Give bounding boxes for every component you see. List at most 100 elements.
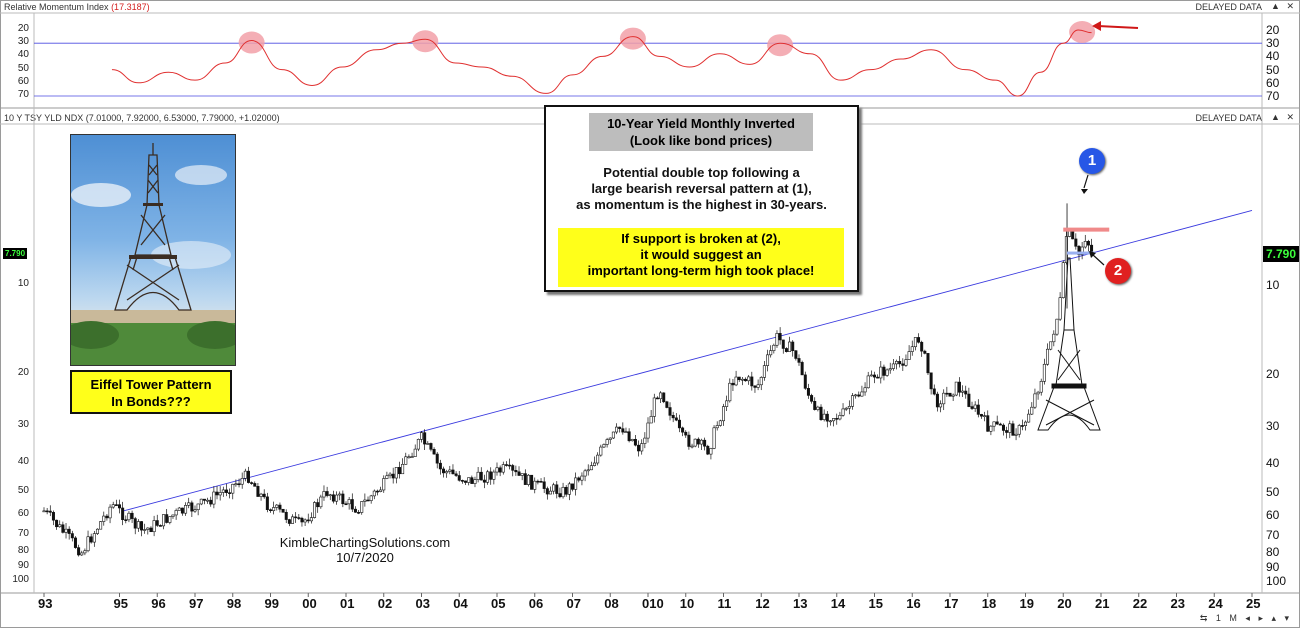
- price-candle: [1042, 358, 1046, 385]
- price-candle: [942, 389, 946, 411]
- watermark: KimbleChartingSolutions.com 10/7/2020: [270, 535, 460, 565]
- price-candle: [530, 474, 534, 490]
- price-candle: [221, 486, 225, 497]
- price-candle: [976, 399, 980, 418]
- axis-tick: 50: [17, 62, 29, 74]
- timeframe-selector[interactable]: 1 M: [1215, 613, 1240, 623]
- price-candle: [486, 469, 490, 485]
- price-candle: [489, 467, 493, 485]
- bottom-controls[interactable]: ⇆ 1 M ◂ ▸ ▴ ▾: [1200, 613, 1292, 624]
- price-candle: [964, 385, 968, 399]
- price-candle: [48, 505, 52, 517]
- price-candle: [498, 465, 502, 477]
- price-candle: [275, 504, 279, 511]
- last-price-badge-left: 7.790: [3, 248, 28, 259]
- price-candle: [45, 507, 49, 515]
- rsi-layer: [34, 21, 1262, 97]
- price-candle: [224, 483, 228, 497]
- price-candle: [813, 397, 817, 411]
- x-axis-tick: 93: [38, 596, 53, 611]
- price-candle: [866, 371, 870, 389]
- axis-tick: 80: [1266, 545, 1280, 560]
- price-candle: [759, 376, 763, 391]
- price-panel-controls[interactable]: ▲ ✕: [1271, 112, 1296, 122]
- price-candle: [234, 479, 238, 487]
- price-candle: [989, 425, 993, 436]
- price-candle: [627, 428, 631, 443]
- x-axis-tick: 17: [944, 596, 959, 611]
- price-candle: [259, 492, 263, 501]
- price-candle: [526, 474, 530, 487]
- price-candle: [265, 492, 269, 513]
- rsi-panel-controls[interactable]: ▲ ✕: [1271, 1, 1296, 11]
- price-candle: [948, 392, 952, 397]
- price-candle: [511, 463, 515, 477]
- price-candle: [51, 510, 55, 526]
- price-candle: [583, 468, 587, 482]
- price-delayed-label: DELAYED DATA: [1195, 113, 1262, 123]
- price-candle: [646, 417, 650, 443]
- price-candle: [246, 466, 250, 484]
- price-candle: [338, 491, 342, 501]
- price-candle: [850, 392, 854, 410]
- price-candle: [184, 502, 188, 516]
- axis-tick: 70: [1266, 528, 1280, 543]
- axis-tick: 90: [17, 560, 29, 572]
- price-candles: [42, 228, 1094, 557]
- rsi-value: (17.3187): [111, 2, 150, 12]
- axis-tick: 100: [1266, 574, 1287, 588]
- axis-tick: 20: [17, 367, 29, 379]
- nav-arrows-icon[interactable]: ◂ ▸ ▴ ▾: [1245, 613, 1292, 623]
- price-candle: [957, 377, 961, 397]
- price-candle: [253, 481, 257, 487]
- price-candle: [432, 447, 436, 455]
- price-candle: [577, 476, 581, 483]
- price-candle: [926, 353, 930, 375]
- price-candle: [920, 340, 924, 357]
- price-candle: [479, 467, 483, 481]
- price-candle: [451, 464, 455, 475]
- price-candle: [696, 437, 700, 448]
- price-candle: [391, 467, 395, 484]
- price-candle: [70, 530, 74, 542]
- rsi-highlight: [619, 27, 646, 50]
- price-candle: [992, 421, 996, 432]
- x-axis-tick: 06: [528, 596, 544, 611]
- price-candle: [325, 486, 329, 498]
- price-candle: [118, 499, 122, 514]
- price-candle: [939, 400, 943, 413]
- price-candle: [180, 507, 184, 516]
- x-axis-tick: 08: [604, 596, 619, 611]
- price-candle: [177, 506, 181, 511]
- price-candle: [810, 393, 814, 404]
- price-candle: [407, 454, 411, 459]
- price-candle: [970, 401, 974, 410]
- price-candle: [615, 423, 619, 435]
- price-candle: [857, 391, 861, 398]
- price-candle: [467, 477, 471, 486]
- price-candle: [753, 385, 757, 393]
- price-candle: [624, 427, 628, 434]
- price-candle: [416, 438, 420, 452]
- price-candle: [662, 392, 666, 404]
- price-candle: [111, 501, 115, 509]
- x-axis-tick: 03: [415, 596, 430, 611]
- price-candle: [923, 349, 927, 355]
- price-candle: [602, 443, 606, 449]
- sync-icon[interactable]: ⇆: [1199, 613, 1211, 623]
- price-candle: [633, 435, 637, 447]
- price-candle: [973, 401, 977, 412]
- price-candle: [206, 497, 210, 504]
- price-candle: [744, 377, 748, 382]
- price-candle: [360, 501, 364, 515]
- price-candle: [872, 371, 876, 384]
- x-axis-tick: 05: [491, 596, 506, 611]
- x-axis-tick: 25: [1246, 596, 1261, 611]
- x-axis-tick: 16: [906, 596, 921, 611]
- price-candle: [460, 479, 464, 484]
- price-candle: [426, 441, 430, 445]
- price-candle: [917, 333, 921, 344]
- price-candle: [895, 359, 899, 370]
- price-candle: [687, 431, 691, 450]
- price-candle: [536, 479, 540, 485]
